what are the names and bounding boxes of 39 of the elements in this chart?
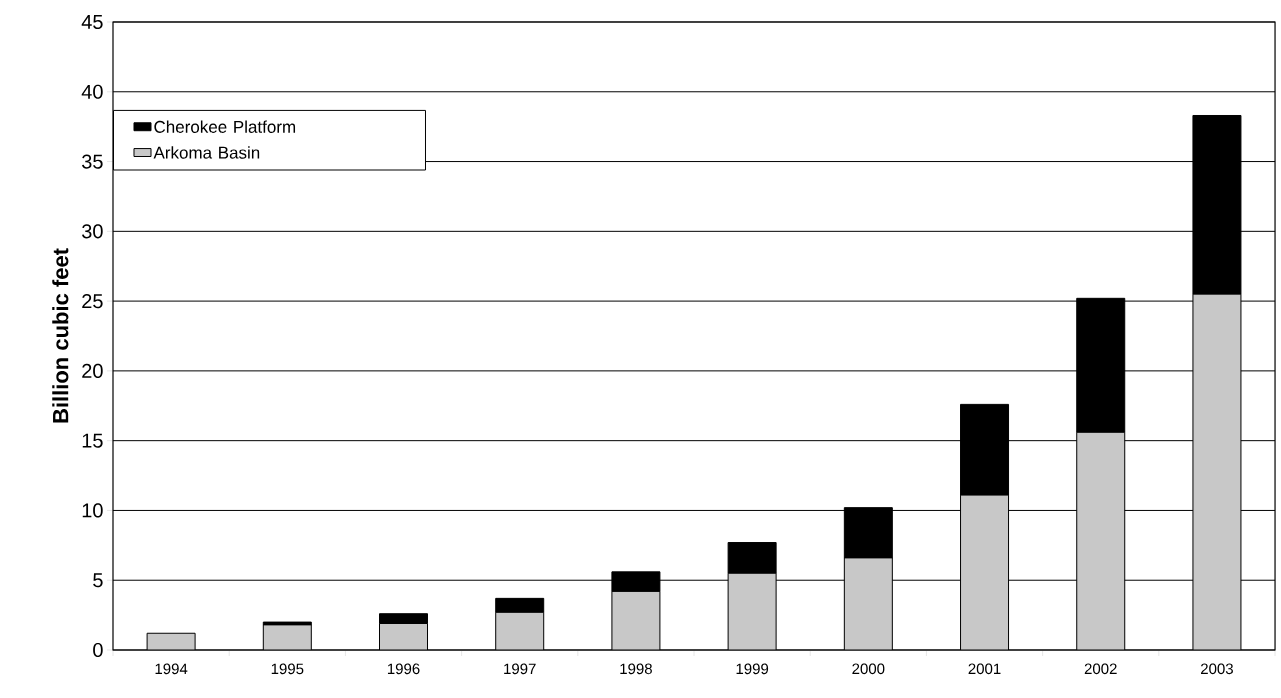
x-tick-label: 1998 [620,663,652,675]
y-tick-label: 10 [82,503,103,518]
x-tick-label: 1994 [155,663,188,675]
bar [960,494,1010,650]
bar [727,572,777,650]
x-tick-label: 2001 [968,663,1001,675]
bar [843,557,893,650]
y-axis-title: Billion cubic feet [52,248,69,423]
bar [379,613,429,624]
bar [727,542,777,574]
y-tick-label: 40 [81,84,103,99]
bar [611,590,661,650]
legend-label: Cherokee Platform [154,120,296,133]
y-tick-label: 30 [82,224,103,239]
x-tick-label: 1999 [736,663,769,675]
x-tick-label: 2002 [1084,663,1117,675]
x-tick-label: 1997 [504,663,536,675]
bar [262,624,312,650]
y-tick-label: 15 [82,433,103,448]
bar [1192,293,1242,650]
y-tick-label: 0 [93,642,103,658]
legend-label: Arkoma Basin [153,146,260,159]
bar [843,507,893,559]
bar [960,403,1010,496]
x-tick-label: 1995 [271,663,304,675]
bar [495,597,545,613]
bar [495,611,545,650]
x-tick-label: 2003 [1201,663,1233,675]
y-tick-label: 35 [82,154,103,169]
y-tick-label: 20 [82,363,103,378]
x-tick-label: 1996 [387,663,420,675]
y-tick-label: 25 [82,294,103,309]
y-tick-label: 45 [81,15,103,29]
y-tick-label: 5 [93,573,103,588]
bar [611,571,661,592]
bar [1076,297,1126,433]
bar [379,622,429,650]
bar [1076,431,1126,650]
x-tick-label: 2000 [852,663,885,675]
